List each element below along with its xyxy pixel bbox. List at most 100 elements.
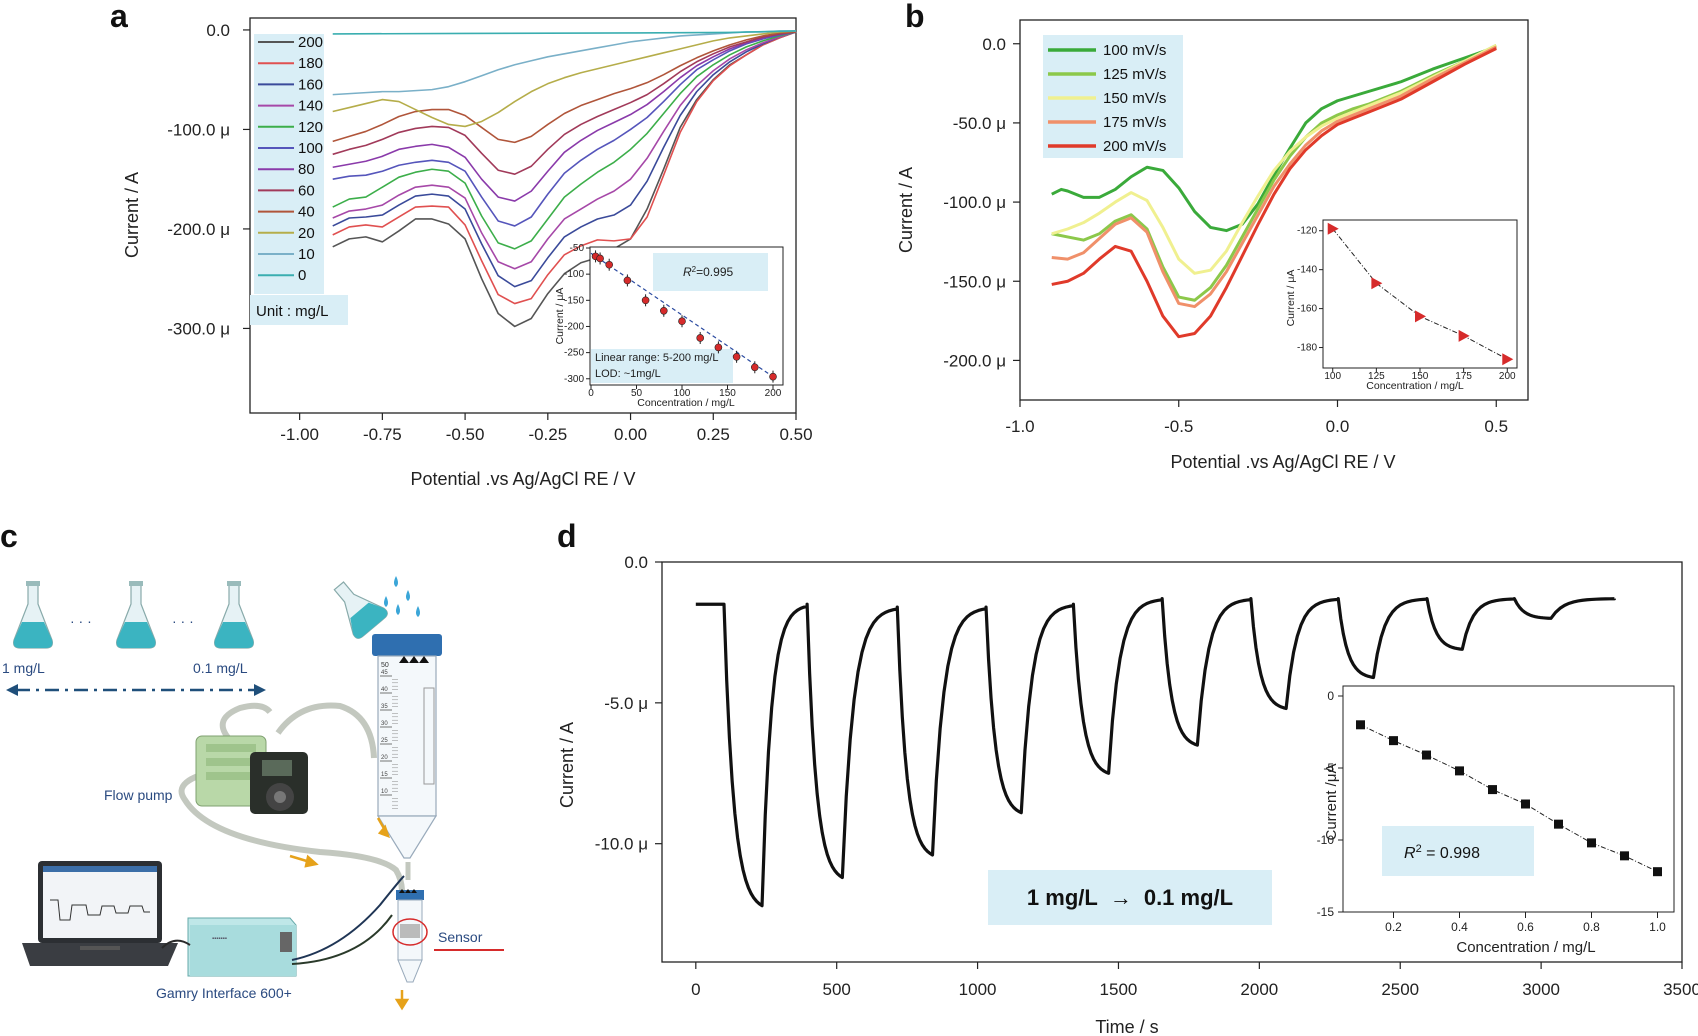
flask-right-label: 0.1 mg/L: [193, 660, 248, 676]
panel-a-r2-box: [653, 253, 768, 291]
tube-top-label: 50: [381, 662, 389, 669]
flask-left-icon: [13, 581, 53, 649]
panel-d-ytick-label: -10.0 μ: [595, 835, 648, 854]
panel-b-legend-label: 200 mV/s: [1103, 138, 1166, 155]
panel-b-inset-ytick-label: -120: [1297, 226, 1317, 237]
flask-ellipsis-left: · · ·: [70, 613, 92, 629]
panel-a-inset-point: [732, 352, 741, 361]
panel-a-xtick-label: -0.50: [446, 425, 485, 444]
panel-d-inset-frame: [1342, 685, 1675, 913]
panel-a-inset-point: [769, 372, 777, 381]
panel-a-legend-label: 140: [298, 98, 323, 115]
panel-a-ytick-label: -200.0 μ: [167, 220, 230, 239]
panel-b-inset-xtick-label: 150: [1412, 371, 1429, 382]
flask-right-icon: [214, 581, 254, 649]
panel-d: d 0 500 1000 1500 2000 2500 3000 3500 0.0 -5.0 μ -…: [557, 518, 1698, 1036]
flow-pump-label: Flow pump: [104, 787, 173, 803]
panel-a-label: a: [110, 0, 128, 34]
panel-b-inset-xlabel: Concentration / mg/L: [1366, 380, 1464, 392]
panel-d-xtick-label: 3500: [1663, 980, 1698, 999]
panel-a-inset-ytick-label: -300: [564, 374, 584, 385]
panel-d-inset-ytick-label: 0: [1327, 689, 1334, 703]
panel-a-inset-point: [659, 306, 668, 315]
panel-d-xtick-label: 1000: [959, 980, 997, 999]
panel-a-inset-ytick-label: -200: [564, 321, 584, 332]
panel-a-series-80: [332, 31, 797, 202]
tube-scale-label: 25: [381, 738, 388, 744]
flask-ellipsis-right: · · ·: [172, 613, 194, 629]
panel-a-inset-xtick-label: 0: [588, 388, 594, 399]
panel-b-inset-frame: [1322, 219, 1518, 369]
panel-a-inset-ytick-label: -50: [570, 243, 585, 254]
panel-a-ytick-label: -300.0 μ: [167, 319, 230, 338]
panel-d-inset-xlabel: Concentration / mg/L: [1456, 939, 1595, 956]
tube-scale-label: 20: [381, 755, 388, 761]
panel-d-inset-point: [1653, 867, 1662, 877]
panel-d-inset-plot: 0.2 0.4 0.6 0.8 1.0 0 -5 -10 -15: [1317, 689, 1667, 934]
panel-d-inset-xtick-label: 0.8: [1583, 920, 1600, 934]
gamry-interface-label: Gamry Interface 600+: [156, 985, 292, 1001]
panel-a-series-40: [332, 31, 797, 144]
panel-b-series-175-mv-s: [1051, 45, 1497, 309]
flask-left-label: 1 mg/L: [2, 660, 45, 676]
panel-d-xtick-label: 0: [691, 980, 700, 999]
panel-a-note-lod: LOD: ~1mg/L: [595, 368, 661, 380]
panel-b-inset-plot: 100 125 150 175 200 -120 -140 -160 -180: [1297, 222, 1516, 382]
panel-a-legend-label: 160: [298, 76, 323, 93]
tube-scale: 45 40 35 30 25 20 15 10: [380, 670, 398, 809]
panel-a-inset-xtick-label: 50: [631, 388, 643, 399]
panel-a-xtick-label: -0.25: [528, 425, 567, 444]
panel-b-inset-ylabel: Current / μA: [1285, 270, 1297, 327]
panel-b-ytick-label: 0.0: [982, 35, 1006, 54]
centrifuge-tube-icon: 45 40 35 30 25 20 15 10 50: [372, 634, 442, 859]
panel-d-inset-point: [1620, 851, 1629, 861]
panel-b-inset-point: [1502, 353, 1514, 366]
panel-a-note-box: [591, 349, 733, 383]
panel-a-series-0: [332, 30, 797, 35]
panel-a-series-120: [332, 31, 797, 250]
panel-d-annotation: 1 mg/L → 0.1 mg/L: [1027, 885, 1233, 910]
panel-a-inset-xtick-label: 200: [765, 388, 782, 399]
sensor-label: Sensor: [438, 929, 483, 945]
panel-d-inset-ylabel: Current /μA: [1323, 764, 1340, 841]
panel-b-inset-ytick-label: -140: [1297, 265, 1317, 276]
panel-a-legend-label: 200: [298, 34, 323, 51]
panel-a-inset-point: [605, 260, 614, 269]
panel-b-inset-point: [1371, 277, 1383, 290]
panel-a-inset-ytick-label: -150: [564, 295, 584, 306]
panel-a-legend-label: 20: [298, 225, 315, 242]
panel-a-legend-label: 80: [298, 161, 315, 178]
panel-a-r2: R2=0.995: [683, 265, 733, 280]
panel-a-inset-point: [750, 363, 759, 372]
tube-scale-label: 30: [381, 721, 388, 727]
panel-d-ticks: 0 500 1000 1500 2000 2500 3000 3500 0.0 -5.0 μ -10…: [595, 553, 1698, 999]
panel-a-series-140: [332, 31, 797, 270]
panel-b-curves: [1051, 43, 1497, 339]
panel-d-xtick-label: 1500: [1100, 980, 1138, 999]
panel-d-xlabel: Time / s: [1095, 1017, 1158, 1036]
flow-pump-icon: [195, 735, 308, 814]
panel-b-series-150-mv-s: [1051, 43, 1497, 275]
panel-d-ytick-label: -5.0 μ: [604, 694, 648, 713]
panel-b-inset-xtick-label: 100: [1324, 371, 1341, 382]
potentiostat-icon: ▪▪▪▪▪▪▪: [187, 917, 297, 977]
tube-scale-label: 40: [381, 687, 388, 693]
panel-a-inset-plot: 0 50 100 150 200 -50 -100 -150 -200 -250 -300: [564, 243, 782, 399]
panel-b-inset-xtick-label: 175: [1455, 371, 1472, 382]
panel-d-inset-xtick-label: 0.2: [1385, 920, 1402, 934]
panel-d-inset-xtick-label: 0.4: [1451, 920, 1468, 934]
panel-d-xtick-label: 2000: [1240, 980, 1278, 999]
panel-a-legend-box: [254, 34, 324, 294]
panel-a-inset-point: [596, 254, 604, 263]
panel-a-ytick-label: -100.0 μ: [167, 120, 230, 139]
panel-b-ticks: -1.0 -0.5 0.0 0.5 0.0 -50.0 μ -100.0 μ -150.0 μ…: [943, 35, 1508, 436]
tube-scale-label: 35: [381, 704, 388, 710]
panel-d-xtick-label: 3000: [1522, 980, 1560, 999]
panel-d-inset-point: [1488, 785, 1497, 795]
panel-d-r2-box: [1382, 826, 1534, 876]
panel-b-inset-point: [1415, 310, 1426, 323]
panel-d-curve: [695, 597, 1616, 908]
panel-b-ytick-label: -150.0 μ: [943, 272, 1006, 291]
drops-icon: [384, 576, 420, 617]
